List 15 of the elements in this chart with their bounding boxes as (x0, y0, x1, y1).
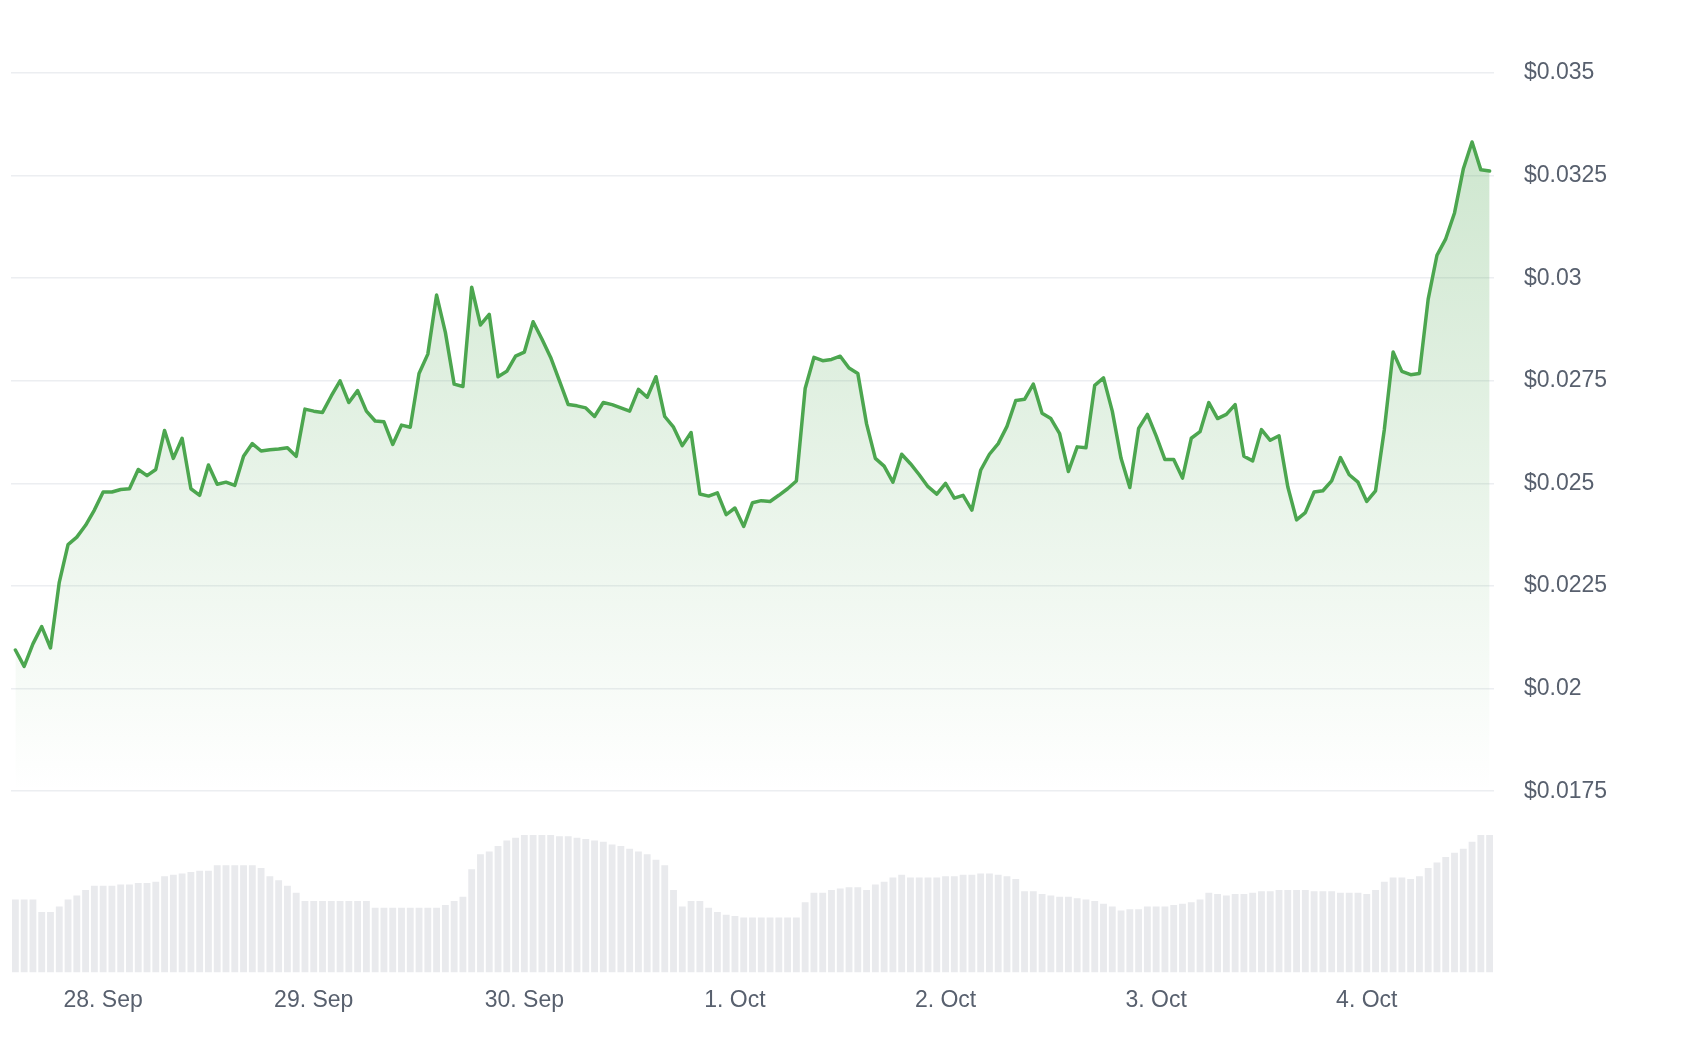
y-tick-label: $0.03 (1524, 263, 1582, 290)
x-tick-label: 29. Sep (274, 985, 354, 1012)
x-tick-label: 1. Oct (704, 985, 767, 1012)
y-tick-label: $0.02 (1524, 673, 1582, 700)
x-tick-label: 4. Oct (1336, 985, 1399, 1012)
y-tick-label: $0.0225 (1524, 571, 1608, 598)
x-tick-label: 3. Oct (1125, 985, 1188, 1012)
x-tick-label: 28. Sep (63, 985, 143, 1012)
x-tick-label: 30. Sep (484, 985, 564, 1012)
x-tick-label: 2. Oct (914, 985, 977, 1012)
y-tick-label: $0.035 (1524, 58, 1595, 85)
y-tick-label: $0.0275 (1524, 366, 1608, 393)
y-tick-label: $0.0175 (1524, 776, 1608, 803)
y-tick-label: $0.025 (1524, 468, 1595, 495)
y-tick-label: $0.0325 (1524, 160, 1608, 187)
